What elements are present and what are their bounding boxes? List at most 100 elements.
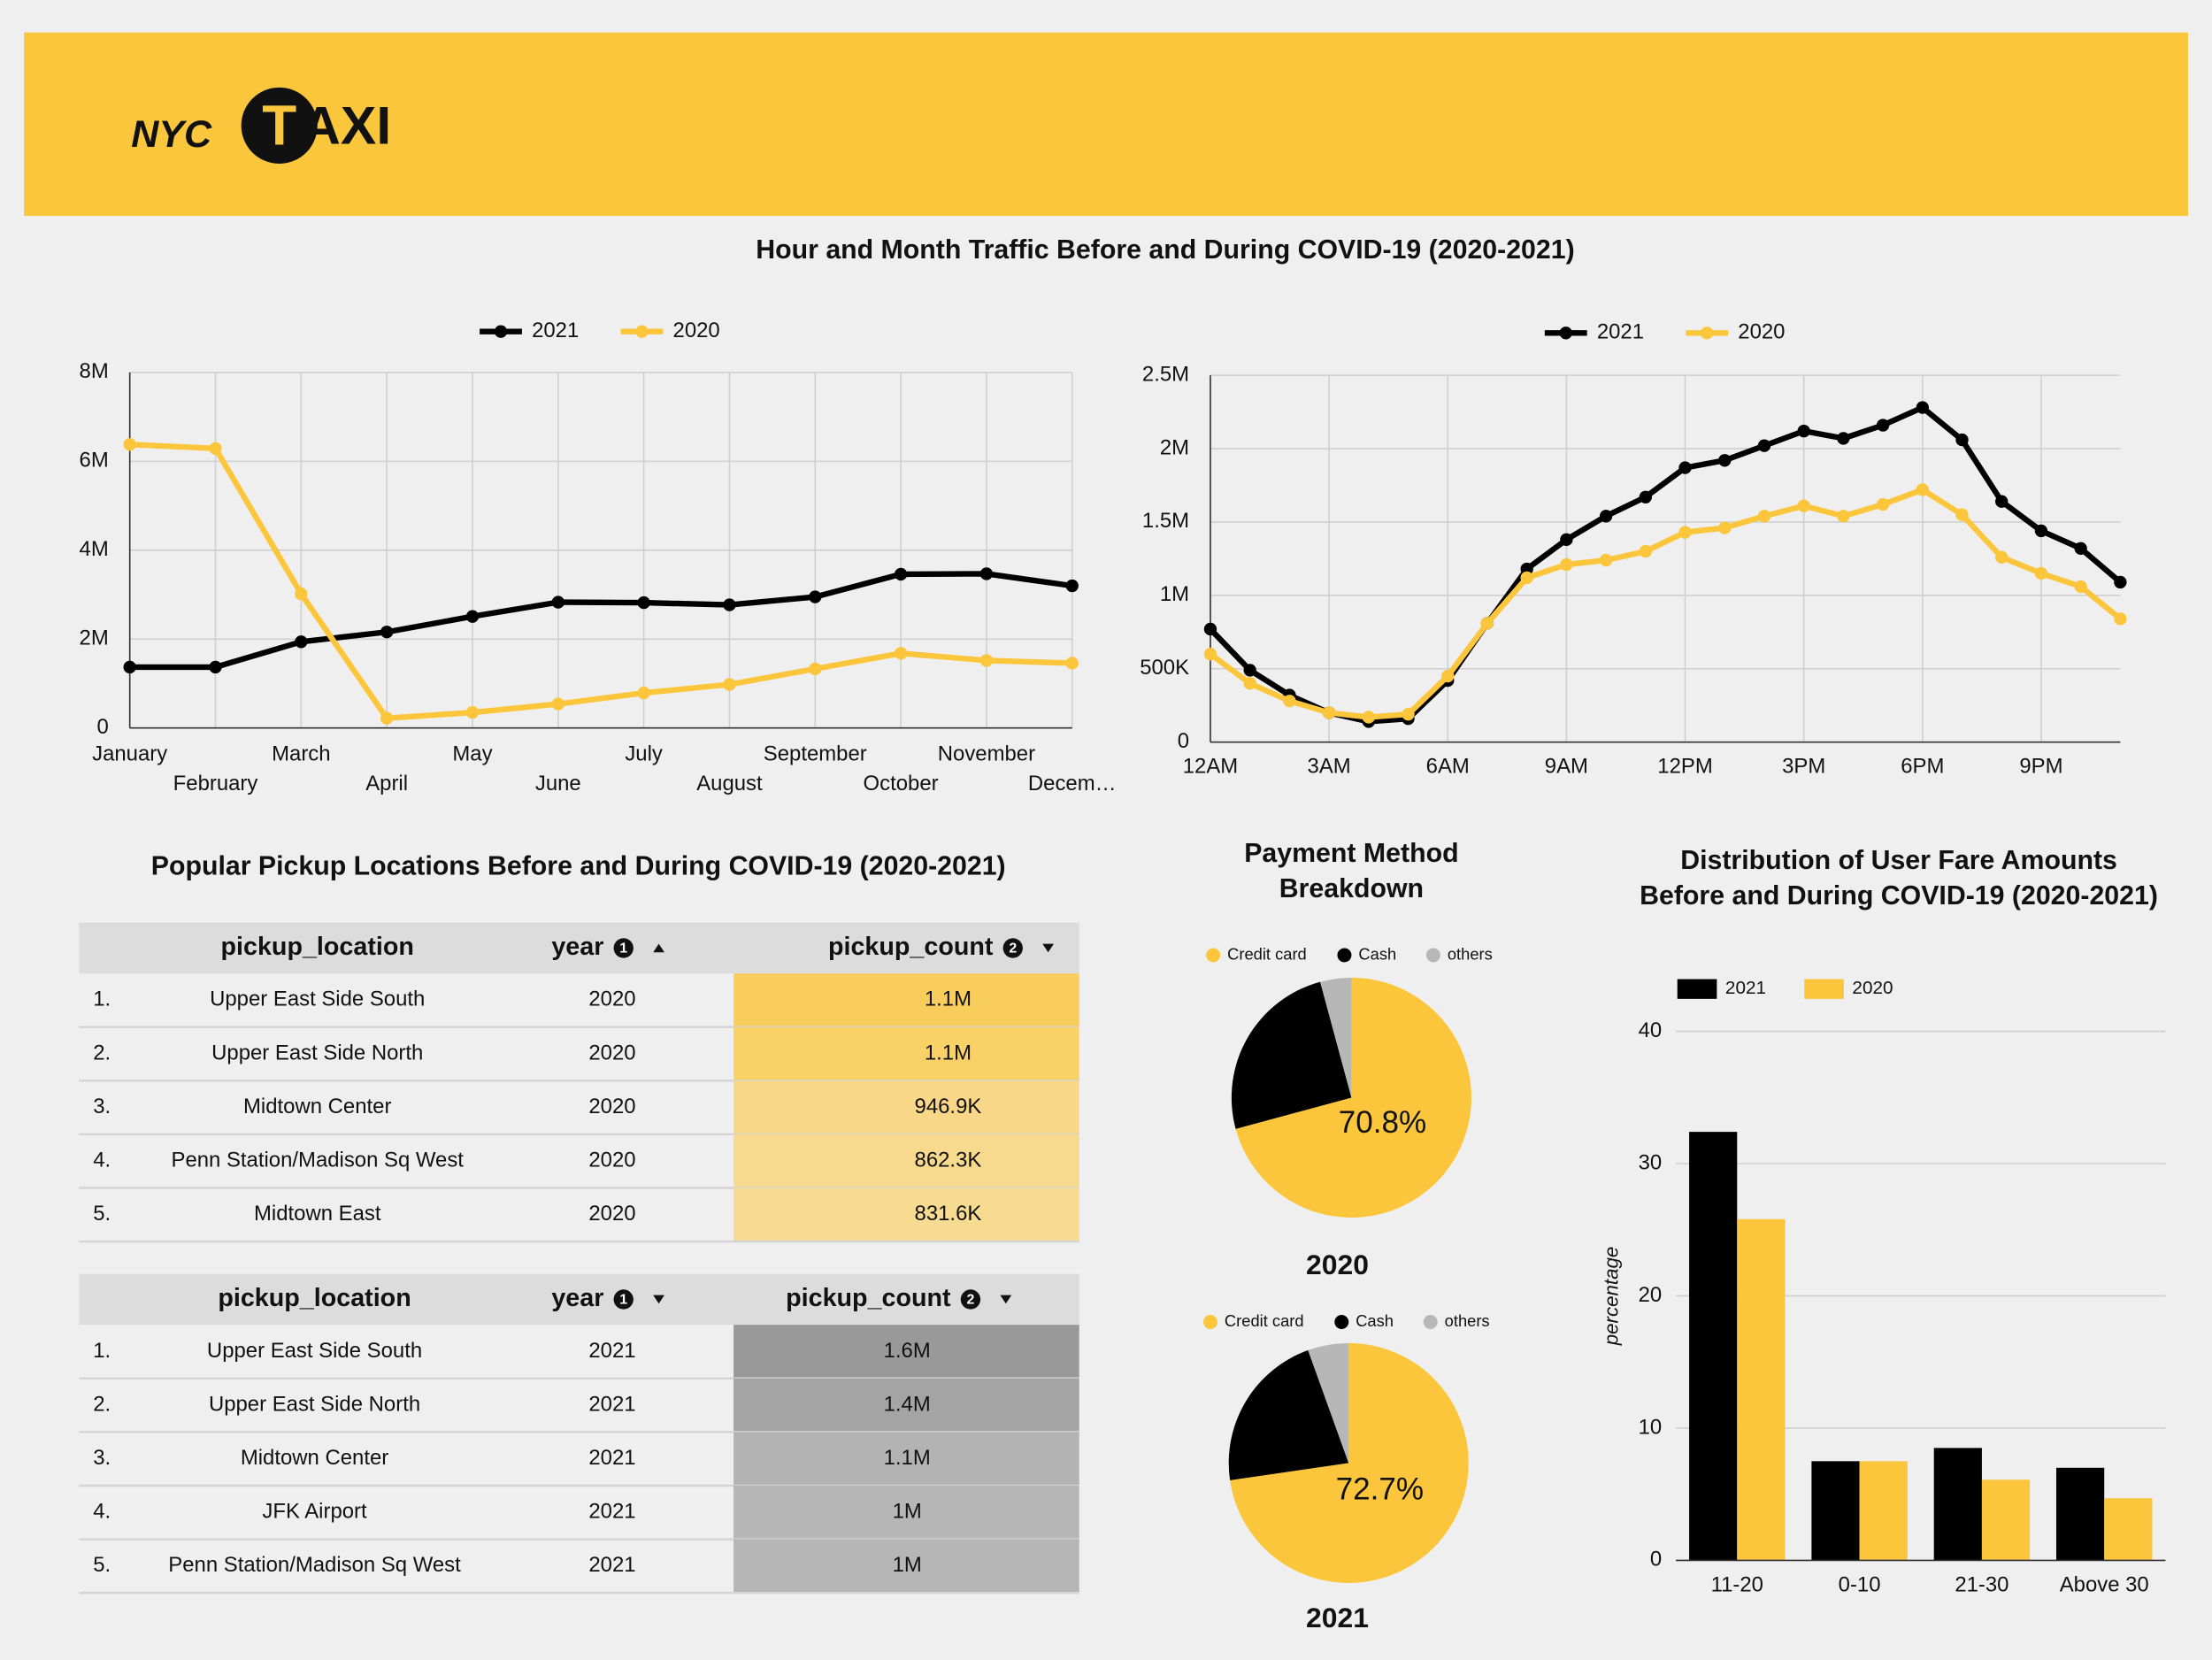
legend-label: 2021 xyxy=(1597,320,1644,344)
legend-swatch xyxy=(1677,979,1717,999)
line-point xyxy=(1243,664,1256,677)
line-series xyxy=(129,571,1073,671)
bar xyxy=(2056,1467,2105,1561)
line-point xyxy=(2034,524,2048,538)
line-point xyxy=(1916,401,1929,414)
pickup-count: 1.1M xyxy=(925,1041,972,1064)
pickup-count: 1.1M xyxy=(925,988,972,1011)
line-point xyxy=(1757,510,1771,523)
x-tick-label: April xyxy=(365,772,408,795)
line-point xyxy=(1480,617,1494,630)
x-tick-label: March xyxy=(272,742,330,765)
bar-title-box: Distribution of User Fare Amounts Before… xyxy=(1640,847,2158,911)
count-cell xyxy=(733,1134,1079,1188)
y-tick-label: 500K xyxy=(1140,656,1189,680)
pie-slice xyxy=(1230,1342,1469,1583)
year: 2020 xyxy=(588,988,635,1011)
pie-slice xyxy=(1320,977,1352,1098)
line-point xyxy=(1757,439,1771,452)
line-point xyxy=(1599,553,1613,567)
logo-circle xyxy=(241,87,318,164)
line-point xyxy=(465,705,480,719)
y-tick-label: 4M xyxy=(80,537,109,561)
line-point xyxy=(1837,510,1850,523)
bar xyxy=(1811,1461,1860,1561)
row-index: 5. xyxy=(93,1553,111,1577)
line-point xyxy=(1718,521,1732,534)
line-point xyxy=(1639,544,1652,558)
bar xyxy=(1737,1218,1786,1561)
pie-slice xyxy=(1231,981,1352,1129)
line-point xyxy=(1065,579,1079,593)
y-tick-label: 10 xyxy=(1639,1415,1663,1439)
table-header xyxy=(79,922,1079,974)
pickup-location: Midtown Center xyxy=(243,1095,391,1118)
row-index: 5. xyxy=(93,1202,111,1226)
count-cell xyxy=(733,1325,1079,1379)
legend-swatch xyxy=(1423,1315,1438,1329)
row-index: 2. xyxy=(93,1392,111,1416)
y-tick-label: 1M xyxy=(1160,582,1189,606)
payment-title: Payment Method Breakdown xyxy=(1244,839,1459,905)
line-point xyxy=(209,660,222,674)
legend-swatch xyxy=(1337,948,1352,963)
x-tick-label: July xyxy=(625,742,663,765)
line-point xyxy=(2034,566,2048,580)
pickup-count: 1M xyxy=(893,1500,922,1524)
legend-label: 2021 xyxy=(1725,978,1766,998)
x-tick-label: May xyxy=(452,742,492,765)
bar xyxy=(1689,1132,1738,1561)
line-point xyxy=(1876,497,1890,511)
year: 2020 xyxy=(588,1149,635,1172)
legend-label: Credit card xyxy=(1227,944,1307,963)
line-point xyxy=(637,686,650,700)
line-point xyxy=(1520,562,1533,576)
row-index: 4. xyxy=(93,1500,111,1524)
count-cell xyxy=(733,1080,1079,1134)
line-point xyxy=(894,567,908,581)
line-point xyxy=(723,598,736,611)
line-point xyxy=(380,711,394,725)
x-tick-label: 21-30 xyxy=(1955,1572,2008,1596)
line-point xyxy=(1243,677,1256,690)
line-series xyxy=(1208,404,2123,725)
count-cell xyxy=(733,1485,1079,1540)
pickup-location: Upper East Side South xyxy=(210,988,425,1011)
legend-swatch xyxy=(1701,327,1714,340)
line-point xyxy=(551,697,565,711)
y-tick-label: 20 xyxy=(1639,1283,1663,1307)
bar xyxy=(1859,1461,1908,1561)
legend-swatch xyxy=(635,325,649,338)
pie-value-label: 72.7% xyxy=(1336,1472,1424,1507)
info-badge-number: 2 xyxy=(967,1292,975,1307)
line-point xyxy=(1560,533,1573,547)
year: 2021 xyxy=(588,1446,635,1470)
pickup-count: 1.6M xyxy=(884,1339,931,1363)
line-point xyxy=(2074,580,2087,594)
bar xyxy=(1933,1448,1982,1561)
row-index: 3. xyxy=(93,1446,111,1470)
line-point xyxy=(2114,575,2127,589)
legend-label: others xyxy=(1445,1311,1490,1330)
pickup-location: Penn Station/Madison Sq West xyxy=(168,1553,461,1577)
line-point xyxy=(1402,707,1415,721)
legend-label: others xyxy=(1448,944,1493,963)
legend-swatch xyxy=(494,325,508,338)
pickup-count: 862.3K xyxy=(915,1149,982,1172)
y-tick-label: 40 xyxy=(1639,1018,1663,1042)
y-axis-label: percentage xyxy=(1600,1247,1622,1347)
line-point xyxy=(295,635,308,649)
bar xyxy=(1981,1479,2031,1561)
pickup-count: 1.1M xyxy=(884,1446,931,1470)
line-point xyxy=(1065,657,1079,670)
info-badge xyxy=(613,938,634,958)
x-tick-label: June xyxy=(535,772,581,795)
line-point xyxy=(1322,706,1336,719)
x-tick-label: November xyxy=(938,742,1035,765)
count-cell xyxy=(733,1432,1079,1486)
x-tick-label: 0-10 xyxy=(1839,1572,1881,1596)
x-tick-label: January xyxy=(92,742,167,765)
legend-label: Cash xyxy=(1358,944,1396,963)
